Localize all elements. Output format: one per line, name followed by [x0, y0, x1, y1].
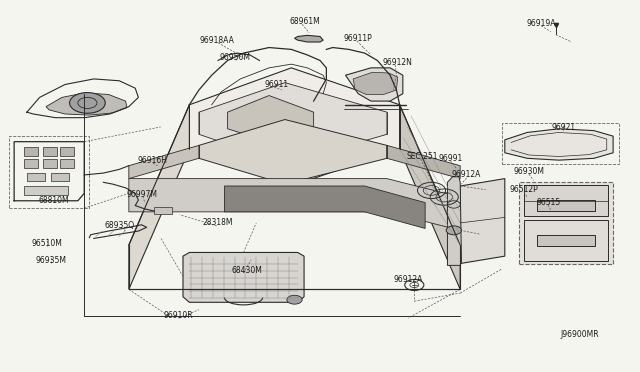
Text: 68430M: 68430M — [231, 266, 262, 275]
Text: 96911P: 96911P — [344, 34, 372, 43]
Polygon shape — [524, 185, 608, 215]
Polygon shape — [447, 177, 461, 265]
Polygon shape — [294, 35, 323, 42]
Text: 96930M: 96930M — [513, 167, 545, 176]
Text: J96900MR: J96900MR — [561, 330, 599, 339]
Polygon shape — [346, 68, 403, 101]
Text: 96918AA: 96918AA — [199, 36, 234, 45]
Text: 96950M: 96950M — [220, 53, 251, 62]
Polygon shape — [519, 182, 613, 263]
Bar — [537, 200, 595, 211]
Text: 96515: 96515 — [536, 198, 560, 207]
Polygon shape — [505, 129, 613, 160]
Text: 96997M: 96997M — [126, 190, 157, 199]
Polygon shape — [129, 145, 199, 179]
Bar — [43, 147, 57, 156]
Text: SEC.251: SEC.251 — [406, 152, 438, 161]
Text: 28318M: 28318M — [203, 218, 234, 227]
Bar — [27, 173, 45, 181]
Bar — [24, 147, 38, 156]
Text: 96916H: 96916H — [138, 156, 168, 166]
Text: 96912N: 96912N — [383, 58, 413, 67]
Bar — [60, 147, 74, 156]
Polygon shape — [353, 72, 397, 94]
Bar — [60, 160, 74, 168]
Text: 96912A: 96912A — [452, 170, 481, 179]
Bar — [24, 186, 68, 195]
Bar — [537, 235, 595, 246]
Text: 96512P: 96512P — [509, 185, 538, 194]
Polygon shape — [399, 105, 460, 289]
Text: 68961M: 68961M — [289, 17, 320, 26]
Polygon shape — [225, 186, 425, 228]
Text: 96935M: 96935M — [36, 256, 67, 265]
Polygon shape — [46, 93, 127, 115]
Circle shape — [287, 295, 302, 304]
Text: 96910R: 96910R — [164, 311, 193, 320]
Text: 68935Q: 68935Q — [104, 221, 134, 230]
Polygon shape — [524, 220, 608, 260]
Bar — [43, 160, 57, 168]
Bar — [502, 123, 620, 164]
Text: 96510M: 96510M — [32, 239, 63, 248]
Polygon shape — [189, 68, 399, 186]
Text: 96919A: 96919A — [526, 19, 556, 28]
Polygon shape — [199, 83, 387, 164]
Text: 96912A: 96912A — [393, 275, 422, 283]
Bar — [24, 160, 38, 168]
Polygon shape — [129, 179, 460, 230]
Bar — [154, 207, 172, 214]
Circle shape — [446, 226, 461, 235]
Polygon shape — [387, 145, 460, 179]
Text: 68810M: 68810M — [38, 196, 69, 205]
Polygon shape — [183, 253, 304, 302]
Text: 96991: 96991 — [438, 154, 463, 163]
Polygon shape — [460, 179, 505, 263]
Polygon shape — [228, 96, 314, 142]
Bar — [9, 136, 89, 208]
Circle shape — [70, 93, 105, 113]
Bar — [51, 173, 69, 181]
Text: 96921: 96921 — [551, 123, 575, 132]
Polygon shape — [199, 119, 387, 184]
Polygon shape — [129, 105, 189, 289]
Text: 96911: 96911 — [264, 80, 289, 89]
